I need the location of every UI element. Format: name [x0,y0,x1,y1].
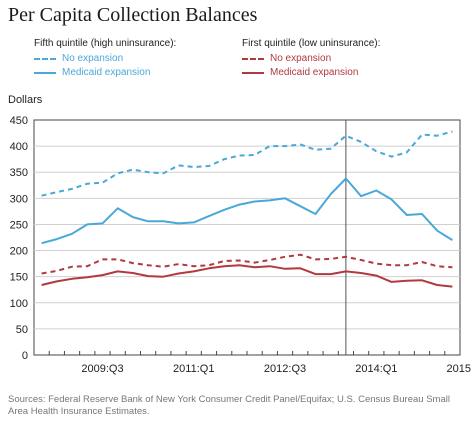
y-tick-label: 200 [10,246,28,258]
legend-heading-fifth-quintile: Fifth quintile (high uninsurance): [34,38,177,49]
y-tick-label: 150 [10,272,28,284]
legend-label: No expansion [270,53,332,64]
series-line-2 [41,253,453,275]
legend-swatch-solid-blue [34,71,56,74]
y-tick-label: 300 [10,193,28,205]
legend-swatch-solid-red [242,71,264,74]
series-line-0 [41,130,453,197]
x-tick-label: 2014:Q1 [355,363,397,375]
legend-label: No expansion [62,53,124,64]
x-tick-label: 2012:Q3 [264,363,306,375]
legend-label: Medicaid expansion [270,67,359,78]
y-tick-label: 100 [10,298,28,310]
y-tick-label: 0 [22,350,28,362]
legend-item-first-medicaid-expansion: Medicaid expansion [242,67,358,78]
legend-swatch-dashed-red [242,57,264,60]
legend-swatch-dashed-blue [34,57,56,60]
y-axis-label: Dollars [8,94,43,106]
series-line-1 [41,177,453,245]
y-tick-label: 350 [10,167,28,179]
source-note: Sources: Federal Reserve Bank of New Yor… [8,394,450,417]
y-tick-label: 250 [10,219,28,231]
legend-label: Medicaid expansion [62,67,151,78]
x-tick-label: 2015:Q3 [447,363,472,375]
x-tick-label: 2009:Q3 [81,363,123,375]
legend-item-first-no-expansion: No expansion [242,53,331,64]
x-tick-label: 2011:Q1 [173,363,214,375]
legend-heading-first-quintile: First quintile (low uninsurance): [242,38,381,49]
legend-item-fifth-medicaid-expansion: Medicaid expansion [34,67,150,78]
series-line-3 [41,264,453,288]
legend-item-fifth-no-expansion: No expansion [34,53,123,64]
y-tick-label: 400 [10,141,28,153]
plot-frame [33,119,461,356]
y-tick-label: 450 [10,115,28,127]
chart-title: Per Capita Collection Balances [8,4,258,26]
y-tick-label: 50 [16,324,28,336]
